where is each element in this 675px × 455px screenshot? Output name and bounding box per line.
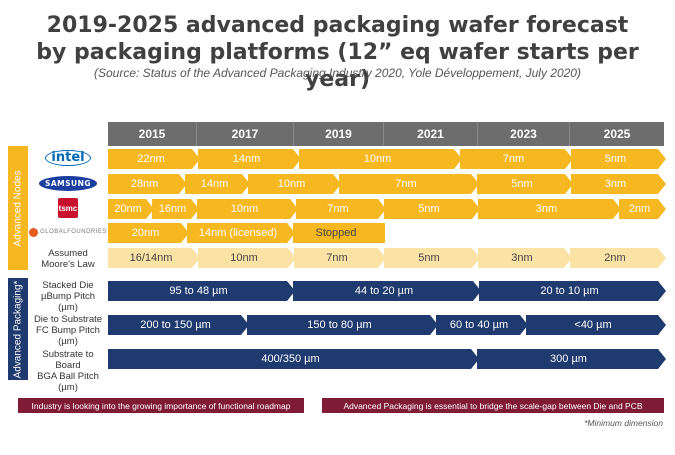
tsmc-node-segment: 7nm bbox=[296, 199, 386, 219]
tsmc-node-segment: 16nm bbox=[152, 199, 199, 219]
moore-law-segment: 7nm bbox=[294, 248, 386, 268]
substrate-to-board-row: 400/350 µm 300 µm bbox=[108, 349, 668, 369]
source-subtitle: (Source: Status of the Advanced Packagin… bbox=[94, 66, 581, 80]
intel-roadmap-row: 22nm 14nm 10nm 7nm 5nm bbox=[108, 149, 668, 169]
tsmc-node-segment: 10nm bbox=[197, 199, 298, 219]
intel-node-segment: 10nm bbox=[299, 149, 462, 169]
scale-gap-note: Advanced Packaging is essential to bridg… bbox=[322, 398, 664, 413]
intel-node-segment: 14nm bbox=[198, 149, 301, 169]
tsmc-node-segment: 2nm bbox=[619, 199, 666, 219]
samsung-logo-text: SAMSUNG bbox=[38, 175, 98, 191]
die-to-substrate-segment: 200 to 150 µm bbox=[108, 315, 249, 335]
globalfoundries-node-segment: 14nm (licensed) bbox=[187, 223, 295, 243]
substrate-to-board-label: Substrate to Board BGA Ball Pitch (µm) bbox=[37, 349, 99, 393]
samsung-roadmap-row: 28nm 14nm 10nm 7nm 5nm 3nm bbox=[108, 174, 668, 194]
moore-law-segment: 3nm bbox=[478, 248, 572, 268]
moore-law-segment: 10nm bbox=[198, 248, 296, 268]
substrate-to-board-segment: 300 µm bbox=[477, 349, 666, 369]
die-to-substrate-segment: 150 to 80 µm bbox=[247, 315, 438, 335]
die-to-substrate-segment: <40 µm bbox=[526, 315, 666, 335]
intel-node-segment: 7nm bbox=[460, 149, 573, 169]
globalfoundries-mark-icon bbox=[29, 227, 39, 237]
substrate-to-board-segment: 400/350 µm bbox=[108, 349, 479, 369]
samsung-node-segment: 10nm bbox=[248, 174, 341, 194]
tsmc-node-segment: 3nm bbox=[478, 199, 621, 219]
die-to-substrate-segment: 60 to 40 µm bbox=[436, 315, 528, 335]
year-header: 2015 2017 2019 2021 2023 2025 bbox=[108, 122, 664, 146]
moore-law-segment: 16/14nm bbox=[108, 248, 200, 268]
tsmc-logo: tsmc bbox=[30, 198, 106, 218]
stacked-die-row: 95 to 48 µm 44 to 20 µm 20 to 10 µm bbox=[108, 281, 668, 301]
stacked-die-segment: 20 to 10 µm bbox=[479, 281, 666, 301]
globalfoundries-roadmap-row: 20nm 14nm (licensed) Stopped bbox=[108, 223, 668, 243]
year-2021: 2021 bbox=[384, 122, 478, 146]
tsmc-node-segment: 5nm bbox=[384, 199, 480, 219]
year-2019: 2019 bbox=[294, 122, 384, 146]
samsung-node-segment: 14nm bbox=[185, 174, 250, 194]
tsmc-roadmap-row: 20nm 16nm 10nm 7nm 5nm 3nm 2nm bbox=[108, 199, 668, 219]
samsung-logo: SAMSUNG bbox=[30, 173, 106, 193]
globalfoundries-node-segment: 20nm bbox=[108, 223, 189, 243]
samsung-node-segment: 7nm bbox=[339, 174, 479, 194]
year-2023: 2023 bbox=[478, 122, 570, 146]
title-line-2: by packaging platforms (12” eq wafer sta… bbox=[36, 40, 639, 92]
moore-law-label: Assumed Moore's Law bbox=[41, 248, 95, 270]
intel-node-segment: 5nm bbox=[571, 149, 666, 169]
die-to-substrate-label: Die to Substrate FC Bump Pitch (µm) bbox=[33, 314, 103, 347]
intel-logo: intel bbox=[30, 148, 106, 168]
globalfoundries-stopped-segment: Stopped bbox=[293, 223, 385, 243]
globalfoundries-logo: GLOBALFOUNDRIES bbox=[29, 222, 107, 242]
tsmc-node-segment: 20nm bbox=[108, 199, 154, 219]
stacked-die-label: Stacked Die µBump Pitch (µm) bbox=[40, 280, 96, 313]
die-to-substrate-row: 200 to 150 µm 150 to 80 µm 60 to 40 µm <… bbox=[108, 315, 668, 335]
intel-node-segment: 22nm bbox=[108, 149, 200, 169]
moore-law-row: 16/14nm 10nm 7nm 5nm 3nm 2nm bbox=[108, 248, 668, 268]
stacked-die-segment: 44 to 20 µm bbox=[293, 281, 481, 301]
globalfoundries-logo-text: GLOBALFOUNDRIES bbox=[40, 229, 107, 235]
year-2017: 2017 bbox=[197, 122, 294, 146]
stacked-die-segment: 95 to 48 µm bbox=[108, 281, 295, 301]
year-2015: 2015 bbox=[108, 122, 197, 146]
samsung-node-segment: 28nm bbox=[108, 174, 187, 194]
moore-law-segment: 2nm bbox=[570, 248, 666, 268]
minimum-dimension-footnote: *Minimum dimension bbox=[584, 418, 663, 428]
samsung-node-segment: 3nm bbox=[571, 174, 666, 194]
moore-law-segment: 5nm bbox=[384, 248, 480, 268]
year-2025: 2025 bbox=[570, 122, 664, 146]
tsmc-logo-text: tsmc bbox=[58, 198, 78, 218]
samsung-node-segment: 5nm bbox=[477, 174, 573, 194]
title-line-1: 2019-2025 advanced packaging wafer forec… bbox=[46, 13, 629, 38]
page-title: 2019-2025 advanced packaging wafer forec… bbox=[0, 12, 675, 93]
intel-logo-text: intel bbox=[45, 150, 91, 166]
side-label-advanced-nodes: Advanced Nodes bbox=[8, 146, 28, 270]
functional-roadmap-note: Industry is looking into the growing imp… bbox=[18, 398, 304, 413]
side-label-advanced-packaging: Advanced Packaging* bbox=[8, 278, 28, 380]
